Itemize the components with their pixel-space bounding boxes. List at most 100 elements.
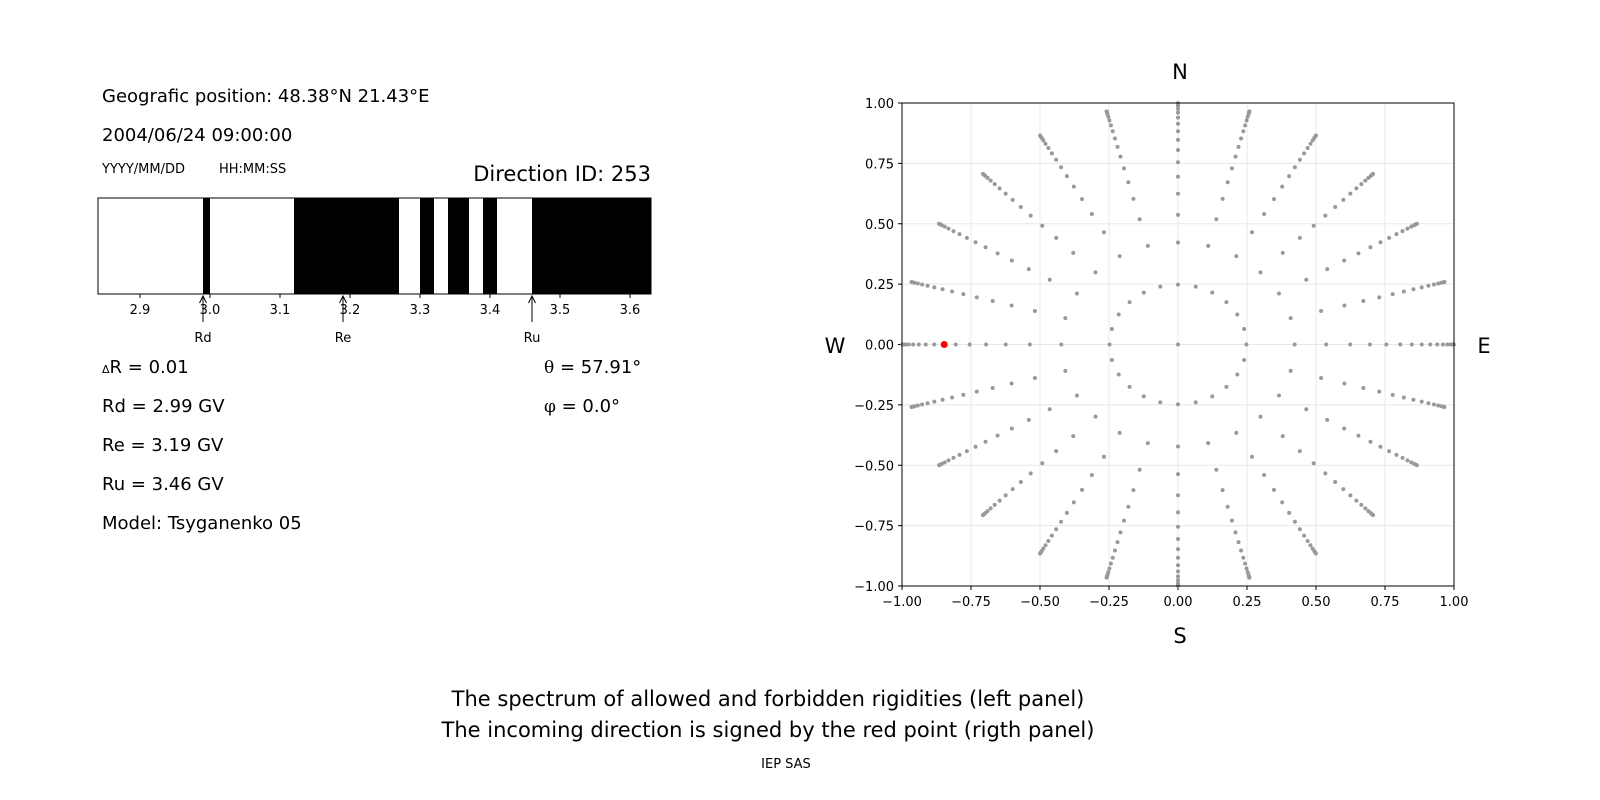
theta-text: = 57.91° bbox=[554, 357, 641, 378]
direction-point bbox=[964, 235, 969, 240]
direction-point bbox=[1003, 342, 1008, 347]
direction-point bbox=[974, 389, 979, 394]
x-tick-label: −0.75 bbox=[951, 595, 991, 610]
phi-value: φ = 0.0° bbox=[544, 396, 620, 417]
direction-point bbox=[915, 281, 920, 286]
y-tick-label: −0.50 bbox=[854, 459, 894, 474]
direction-point bbox=[1115, 540, 1120, 545]
direction-point bbox=[1137, 467, 1142, 472]
direction-point bbox=[1038, 551, 1043, 556]
x-tick-label: 0.25 bbox=[1233, 595, 1262, 610]
direction-point bbox=[1398, 342, 1403, 347]
forbidden-band bbox=[420, 198, 434, 294]
re-value: Re = 3.19 GV bbox=[102, 435, 224, 456]
direction-point bbox=[990, 299, 995, 304]
direction-point bbox=[1377, 295, 1382, 300]
direction-point bbox=[984, 342, 989, 347]
theta-symbol: θ bbox=[544, 358, 554, 378]
direction-point bbox=[1233, 154, 1238, 159]
direction-point bbox=[1141, 290, 1146, 295]
direction-point bbox=[1442, 280, 1447, 285]
direction-point bbox=[1107, 118, 1112, 123]
direction-point bbox=[1319, 308, 1324, 313]
direction-point bbox=[997, 498, 1002, 503]
direction-point bbox=[1304, 277, 1309, 282]
direction-point bbox=[1384, 342, 1389, 347]
direction-point bbox=[1323, 471, 1328, 476]
direction-point bbox=[961, 292, 966, 297]
direction-point bbox=[1361, 385, 1366, 390]
direction-point bbox=[1214, 217, 1219, 222]
direction-point bbox=[1436, 281, 1441, 286]
delta-symbol: Δ bbox=[102, 363, 110, 376]
direction-point bbox=[1244, 342, 1249, 347]
direction-point bbox=[1137, 217, 1142, 222]
direction-point bbox=[1435, 342, 1440, 347]
direction-point bbox=[1359, 502, 1364, 507]
direction-point bbox=[1280, 434, 1285, 439]
marker-label: Ru bbox=[524, 331, 541, 346]
direction-point bbox=[1236, 144, 1241, 149]
direction-point bbox=[1363, 178, 1368, 183]
direction-point bbox=[925, 401, 930, 406]
direction-point bbox=[1026, 267, 1031, 272]
direction-point bbox=[937, 221, 942, 226]
direction-point bbox=[1302, 151, 1307, 156]
direction-point bbox=[1176, 106, 1180, 111]
direction-point bbox=[1368, 439, 1373, 444]
direction-point bbox=[1333, 204, 1338, 209]
direction-point bbox=[1400, 229, 1405, 234]
direction-point bbox=[1003, 191, 1008, 196]
direction-point bbox=[1411, 287, 1416, 292]
y-tick-label: −0.25 bbox=[854, 399, 894, 414]
direction-point bbox=[1054, 157, 1059, 162]
delta-r: ΔR = 0.01 bbox=[102, 357, 189, 378]
direction-point bbox=[1131, 488, 1136, 493]
x-tick-label: −1.00 bbox=[882, 595, 922, 610]
y-tick-label: 1.00 bbox=[865, 97, 894, 112]
direction-point bbox=[1342, 258, 1347, 263]
direction-point bbox=[932, 285, 937, 290]
direction-point bbox=[1297, 527, 1302, 532]
direction-point bbox=[1193, 400, 1198, 405]
direction-point bbox=[1401, 289, 1406, 294]
direction-point bbox=[1436, 403, 1441, 408]
direction-point bbox=[1225, 504, 1230, 509]
direction-point bbox=[1419, 285, 1424, 290]
direction-point bbox=[1049, 151, 1054, 156]
direction-point bbox=[1074, 291, 1079, 296]
y-tick-label: −0.75 bbox=[854, 520, 894, 535]
direction-point bbox=[1280, 500, 1285, 505]
direction-point bbox=[946, 226, 951, 231]
delta-r-value: R = 0.01 bbox=[110, 357, 189, 378]
direction-point bbox=[1234, 430, 1239, 435]
rd-value: Rd = 2.99 GV bbox=[102, 396, 225, 417]
direction-point bbox=[1442, 404, 1447, 409]
y-tick-label: 0.75 bbox=[865, 157, 894, 172]
compass-south: S bbox=[1173, 624, 1186, 648]
direction-point bbox=[1176, 563, 1180, 568]
direction-point bbox=[1018, 480, 1023, 485]
direction-point bbox=[1241, 555, 1246, 560]
direction-point bbox=[1308, 543, 1313, 548]
direction-point bbox=[1235, 372, 1240, 377]
direction-point bbox=[1247, 575, 1252, 580]
direction-point bbox=[1292, 165, 1297, 170]
model-name: Model: Tsyganenko 05 bbox=[102, 513, 302, 534]
direction-point bbox=[1176, 174, 1180, 179]
x-tick-label: 3.6 bbox=[620, 303, 641, 318]
y-tick-label: 0.25 bbox=[865, 278, 894, 293]
direction-point bbox=[1089, 211, 1094, 216]
direction-point bbox=[1176, 110, 1180, 115]
direction-point bbox=[1054, 449, 1059, 454]
direction-point bbox=[1313, 133, 1318, 138]
x-tick-label: 3.2 bbox=[340, 303, 361, 318]
x-tick-label: 3.5 bbox=[550, 303, 571, 318]
direction-point bbox=[1071, 500, 1076, 505]
direction-point bbox=[1059, 342, 1064, 347]
direction-point bbox=[951, 229, 956, 234]
x-tick-label: 0.75 bbox=[1371, 595, 1400, 610]
direction-point bbox=[1250, 454, 1255, 459]
direction-point bbox=[1258, 414, 1263, 419]
